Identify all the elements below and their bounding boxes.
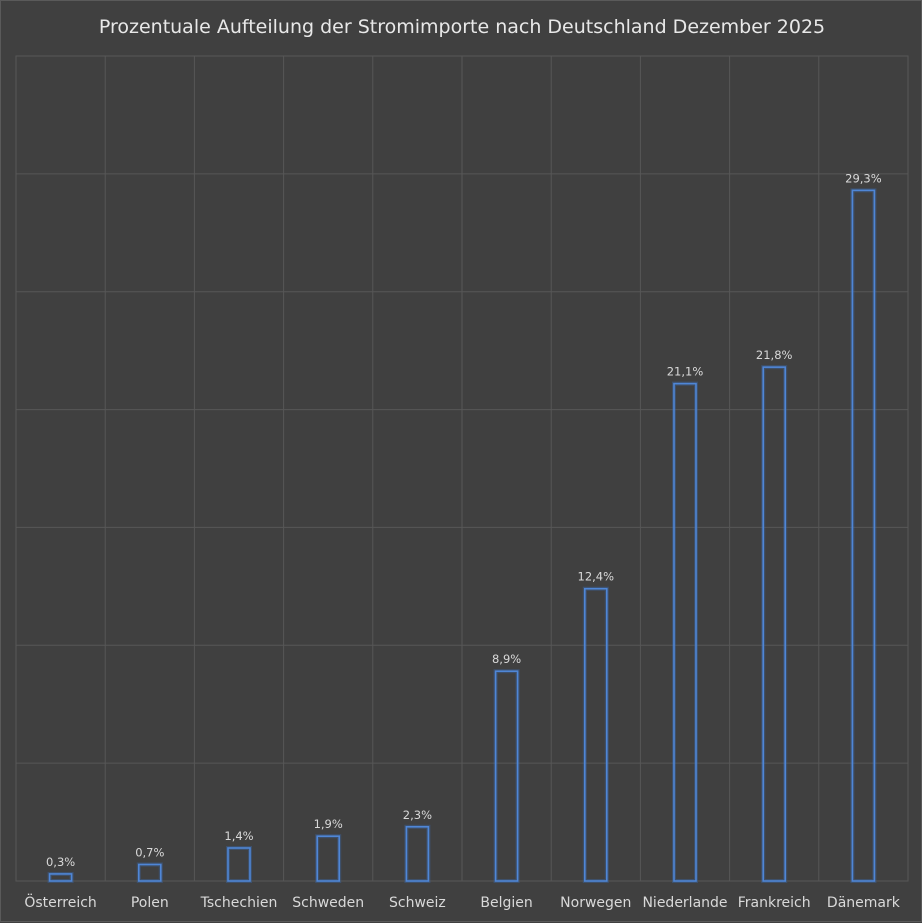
bar-1: [138, 863, 162, 882]
bar-6: [583, 587, 608, 882]
category-label: Schweiz: [389, 895, 446, 911]
data-label: 12,4%: [578, 570, 615, 584]
bar-glow: [672, 381, 698, 883]
category-label: Österreich: [24, 893, 96, 911]
category-label: Tschechien: [200, 895, 278, 911]
bar-glow: [404, 824, 431, 883]
bar-5: [494, 670, 519, 882]
bar-glow: [850, 188, 877, 884]
grid: [15, 55, 909, 882]
category-label: Belgien: [480, 895, 532, 911]
bar-9: [851, 189, 876, 882]
data-label: 2,3%: [403, 808, 432, 822]
chart-title: Prozentuale Aufteilung der Stromimporte …: [99, 16, 825, 38]
bar-glow: [493, 669, 520, 884]
data-label: 0,3%: [46, 855, 75, 869]
bar-0: [48, 873, 73, 882]
category-label: Schweden: [292, 895, 364, 911]
bar-glow: [136, 862, 163, 883]
data-label: 1,4%: [224, 829, 253, 843]
labels: 0,3% Österreich 0,7% Polen 1,4% Tschechien 1,9…: [24, 171, 900, 911]
data-label: 1,9%: [314, 817, 343, 831]
bar-glow: [226, 846, 252, 883]
category-label: Polen: [131, 895, 169, 911]
bars: [47, 188, 877, 884]
data-label: 21,8%: [756, 348, 793, 362]
data-label: 21,1%: [667, 365, 704, 379]
data-label: 29,3%: [845, 171, 882, 185]
bar-glow: [315, 834, 342, 884]
data-label: 0,7%: [135, 846, 164, 860]
bar-7: [673, 382, 697, 882]
bar-4: [405, 825, 430, 882]
category-label: Niederlande: [642, 895, 727, 911]
category-label: Dänemark: [827, 895, 901, 911]
bar-glow: [47, 871, 74, 884]
bar-glow: [761, 365, 788, 883]
bar-3: [316, 835, 341, 882]
category-label: Frankreich: [738, 895, 811, 911]
category-label: Norwegen: [560, 895, 631, 911]
bar-8: [762, 366, 787, 882]
data-label: 8,9%: [492, 652, 521, 666]
bar-2: [227, 847, 251, 882]
bar-glow: [582, 586, 609, 883]
